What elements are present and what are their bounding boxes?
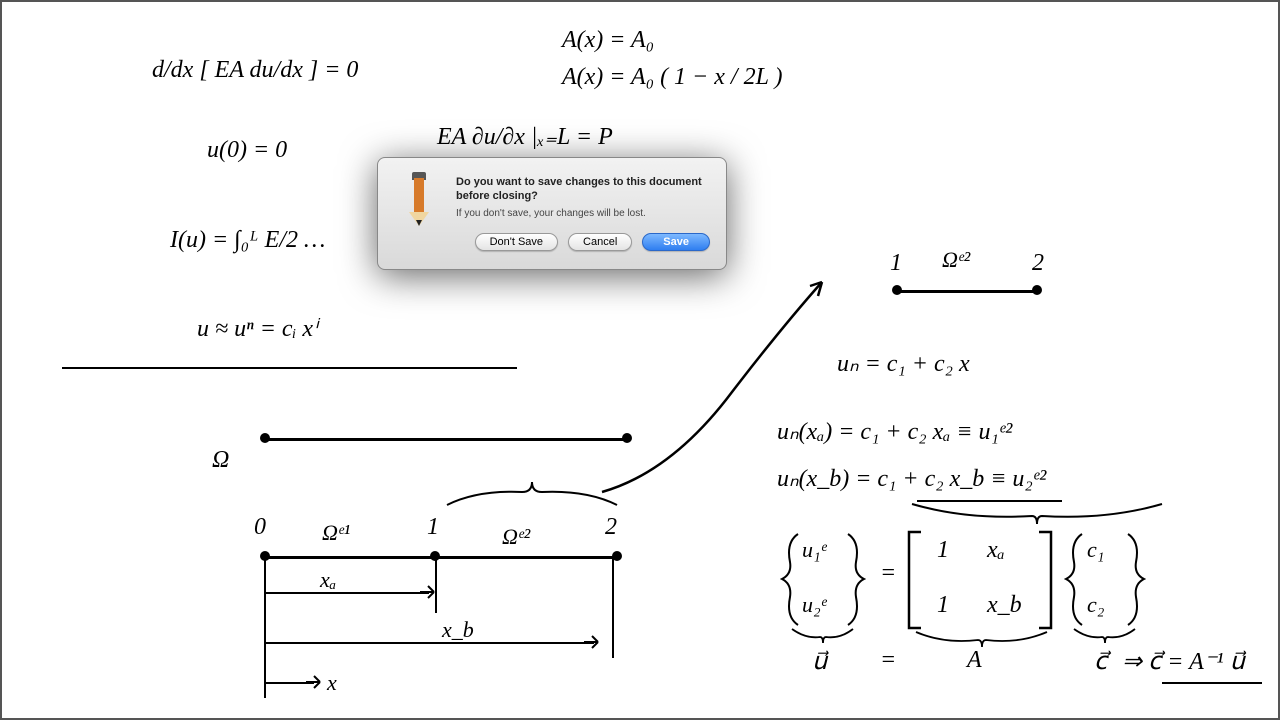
underline [62, 367, 517, 369]
mat-1-2: xₐ [987, 537, 1005, 564]
dialog-subtext: If you don't save, your changes will be … [456, 208, 710, 219]
seg-bar [897, 290, 1037, 293]
omega-e2-label: Ωᵉ² [502, 524, 530, 550]
seg-e2-label: Ωᵉ² [942, 247, 970, 273]
equation-3: A(x) = A₀ ( 1 − x / 2L ) [562, 64, 782, 91]
cancel-button[interactable]: Cancel [568, 233, 632, 251]
save-dialog: Do you want to save changes to this docu… [377, 157, 727, 270]
A-label: A [967, 647, 982, 674]
bracket-A-right [1037, 530, 1053, 630]
un-xb: uₙ(x_b) = c₁ + c₂ x_b ≡ u₂ᵉ² [777, 464, 1046, 493]
bar-two-elem [264, 556, 619, 559]
underline-result [1162, 682, 1262, 684]
xa-arrowhead [420, 584, 438, 600]
dont-save-button[interactable]: Don't Save [475, 233, 558, 251]
brace-c-right [1122, 532, 1146, 627]
xb-label: x_b [442, 617, 474, 643]
eq-sign-2: = [880, 647, 896, 674]
x-label: x [327, 670, 337, 696]
mat-2-2: x_b [987, 592, 1022, 619]
vec-u2: u₂ᵉ [802, 592, 826, 618]
equation-5: EA ∂u/∂x |ₓ₌L = P [437, 122, 613, 151]
dialog-question: Do you want to save changes to this docu… [456, 176, 710, 204]
equation-6: I(u) = ∫₀ᴸ E/2 … [170, 227, 325, 254]
tick-2 [612, 558, 614, 658]
under-brace [907, 502, 1167, 526]
seg-node-2-label: 2 [1032, 250, 1044, 277]
seg-dot-2 [1032, 285, 1042, 295]
brace-u-right [842, 532, 866, 627]
bracket-A-left [907, 530, 923, 630]
seg-dot-1 [892, 285, 902, 295]
equation-4: u(0) = 0 [207, 137, 287, 164]
vec-c1: c₁ [1087, 537, 1104, 563]
vec-c2: c₂ [1087, 592, 1104, 618]
xa-arrow [264, 592, 429, 594]
xb-arrow [264, 642, 594, 644]
equation-1: d/dx [ EA du/dx ] = 0 [152, 57, 358, 84]
under-brace-u [790, 627, 855, 647]
un-definition: uₙ = c₁ + c₂ x [837, 349, 970, 378]
tick-0 [264, 558, 266, 698]
mat-2-1: 1 [937, 592, 949, 619]
c-arrow-label: c⃗ [1094, 647, 1107, 676]
x-axis-arrowhead [306, 674, 324, 690]
equation-2: A(x) = A₀ [562, 27, 654, 54]
vec-u1: u₁ᵉ [802, 537, 826, 563]
equation-7: u ≈ uⁿ = cᵢ xⁱ [197, 314, 317, 343]
save-button[interactable]: Save [642, 233, 710, 251]
omega-label: Ω [212, 447, 229, 474]
xa-label: xₐ [320, 567, 336, 593]
eq-sign-1: = [880, 560, 896, 587]
under-brace-c [1072, 627, 1137, 647]
node-0-label: 0 [254, 514, 266, 541]
brace-c-left [1064, 532, 1088, 627]
bar-omega [264, 438, 629, 441]
bar-omega-node-left [260, 433, 270, 443]
omega-e1-label: Ωᵉ¹ [322, 520, 350, 546]
un-xa: uₙ(xₐ) = c₁ + c₂ xₐ ≡ u₁ᵉ² [777, 417, 1012, 446]
node-1-label: 1 [427, 514, 439, 541]
u-arrow-label: u⃗ [812, 647, 827, 676]
app-pencil-icon [394, 176, 442, 231]
mat-1-1: 1 [937, 537, 949, 564]
seg-node-1-label: 1 [890, 250, 902, 277]
result: ⇒ c⃗ = A⁻¹ u⃗ [1122, 647, 1245, 676]
node-2-label: 2 [605, 514, 617, 541]
brace-u-left [780, 532, 804, 627]
xb-arrowhead [584, 634, 602, 650]
